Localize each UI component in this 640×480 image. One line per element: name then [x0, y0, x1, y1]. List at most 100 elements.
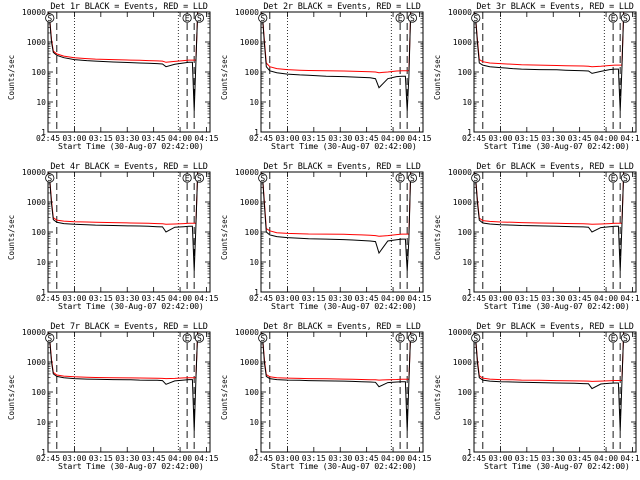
- y-tick-label: 1: [254, 128, 259, 137]
- y-tick-label: 10: [462, 258, 472, 267]
- x-tick-label: 04:15: [194, 294, 218, 303]
- x-tick-label: 03:00: [488, 454, 512, 463]
- y-tick-label: 10: [249, 418, 259, 427]
- marker-e-circle: [608, 173, 618, 183]
- marker-label: S: [623, 14, 628, 23]
- chart-svg: 1 10 100 1000 10000 02:45 03:00 03:15 03:30 03:45…: [448, 168, 640, 303]
- y-tick-label: 1: [467, 448, 472, 457]
- x-tick-label: 03:15: [515, 294, 539, 303]
- marker-label: S: [473, 334, 478, 343]
- x-tick-label: 04:00: [168, 454, 192, 463]
- y-tick-label: 100: [245, 68, 260, 77]
- chart-panel-4: Det 4r BLACK = Events, RED = LLD Start Ti…: [0, 160, 219, 320]
- marker-e-circle: [395, 333, 405, 343]
- y-tick-label: 10000: [235, 8, 259, 17]
- y-tick-label: 100: [32, 68, 47, 77]
- plot-frame: [260, 11, 424, 133]
- y-tick-label: 10000: [235, 328, 259, 337]
- plot-frame: [473, 171, 637, 293]
- x-axis-title: Start Time (30-Aug-07 02:42:00): [271, 461, 417, 471]
- y-tick-label: 10: [36, 258, 46, 267]
- y-tick-label: 1: [467, 288, 472, 297]
- marker-label: S: [260, 174, 265, 183]
- chart-panel-9: Det 9r BLACK = Events, RED = LLD Start Ti…: [426, 320, 640, 480]
- chart-title: Det 8r BLACK = Events, RED = LLD: [263, 322, 421, 332]
- chart-title: Det 5r BLACK = Events, RED = LLD: [263, 162, 421, 172]
- x-tick-label: 03:30: [328, 134, 352, 143]
- x-tick-label: 03:00: [275, 134, 299, 143]
- y-tick-label: 100: [32, 228, 47, 237]
- x-axis-title: Start Time (30-Aug-07 02:42:00): [58, 461, 204, 471]
- marker-s-circle: [407, 173, 418, 183]
- x-tick-label: 04:15: [620, 294, 640, 303]
- series-lld-line: [48, 332, 210, 380]
- x-tick-label: 04:00: [381, 134, 405, 143]
- marker-e-circle: [182, 173, 192, 183]
- x-tick-label: 02:45: [249, 454, 273, 463]
- y-tick-label: 10: [462, 98, 472, 107]
- x-tick-label: 03:00: [275, 294, 299, 303]
- marker-label: S: [47, 334, 52, 343]
- series-events-line: [474, 172, 636, 272]
- x-tick-label: 04:00: [594, 454, 618, 463]
- marker-label: E: [185, 174, 190, 183]
- marker-s-circle: [258, 173, 268, 183]
- y-tick-label: 100: [458, 68, 473, 77]
- y-tick-label: 10: [249, 98, 259, 107]
- series-events-line: [261, 172, 423, 272]
- x-axis-title: Start Time (30-Aug-07 02:42:00): [271, 301, 417, 311]
- series-events-line: [48, 172, 210, 272]
- y-tick-label: 10000: [22, 168, 46, 177]
- x-tick-label: 04:00: [168, 134, 192, 143]
- x-tick-label: 02:45: [249, 294, 273, 303]
- x-tick-label: 03:45: [142, 134, 166, 143]
- marker-label: E: [398, 174, 403, 183]
- x-tick-label: 03:15: [89, 454, 113, 463]
- y-tick-label: 1: [254, 288, 259, 297]
- y-tick-label: 100: [245, 228, 260, 237]
- marker-s-circle: [620, 333, 631, 343]
- y-tick-label: 10000: [448, 8, 472, 17]
- x-tick-label: 04:15: [407, 134, 431, 143]
- series-events-line: [48, 332, 210, 432]
- marker-s-circle: [407, 13, 418, 23]
- series-events-line: [261, 12, 423, 112]
- chart-title: Det 9r BLACK = Events, RED = LLD: [476, 322, 634, 332]
- marker-label: S: [473, 14, 478, 23]
- x-tick-label: 04:00: [381, 294, 405, 303]
- chart-title: Det 6r BLACK = Events, RED = LLD: [476, 162, 634, 172]
- marker-s-circle: [45, 173, 55, 183]
- series-lld-line: [48, 12, 210, 63]
- y-tick-label: 1000: [453, 38, 472, 47]
- marker-s-circle: [45, 13, 55, 23]
- y-tick-label: 1: [254, 448, 259, 457]
- x-tick-label: 03:45: [568, 294, 592, 303]
- y-tick-label: 100: [458, 388, 473, 397]
- series-lld-line: [474, 12, 636, 68]
- chart-panel-7: Det 7r BLACK = Events, RED = LLD Start Ti…: [0, 320, 219, 480]
- chart-panel-8: Det 8r BLACK = Events, RED = LLD Start Ti…: [213, 320, 432, 480]
- x-tick-label: 03:15: [302, 134, 326, 143]
- x-tick-label: 03:45: [355, 134, 379, 143]
- chart-svg: 1 10 100 1000 10000 02:45 03:00 03:15 03:30 03:45…: [22, 168, 219, 303]
- x-tick-label: 04:00: [168, 294, 192, 303]
- chart-title: Det 7r BLACK = Events, RED = LLD: [50, 322, 208, 332]
- series-lld-line: [474, 172, 636, 225]
- chart-panel-5: Det 5r BLACK = Events, RED = LLD Start Ti…: [213, 160, 432, 320]
- series-events-line: [48, 12, 210, 112]
- x-tick-label: 03:30: [115, 294, 139, 303]
- chart-title: Det 4r BLACK = Events, RED = LLD: [50, 162, 208, 172]
- x-tick-label: 04:15: [620, 454, 640, 463]
- x-tick-label: 03:00: [62, 294, 86, 303]
- plot-frame: [260, 331, 424, 453]
- marker-s-circle: [471, 173, 481, 183]
- marker-label: S: [197, 14, 202, 23]
- marker-s-circle: [258, 333, 268, 343]
- x-tick-label: 04:15: [407, 294, 431, 303]
- x-tick-label: 03:30: [328, 454, 352, 463]
- marker-label: S: [47, 174, 52, 183]
- marker-label: S: [410, 14, 415, 23]
- y-tick-label: 1000: [453, 198, 472, 207]
- series-lld-line: [48, 172, 210, 225]
